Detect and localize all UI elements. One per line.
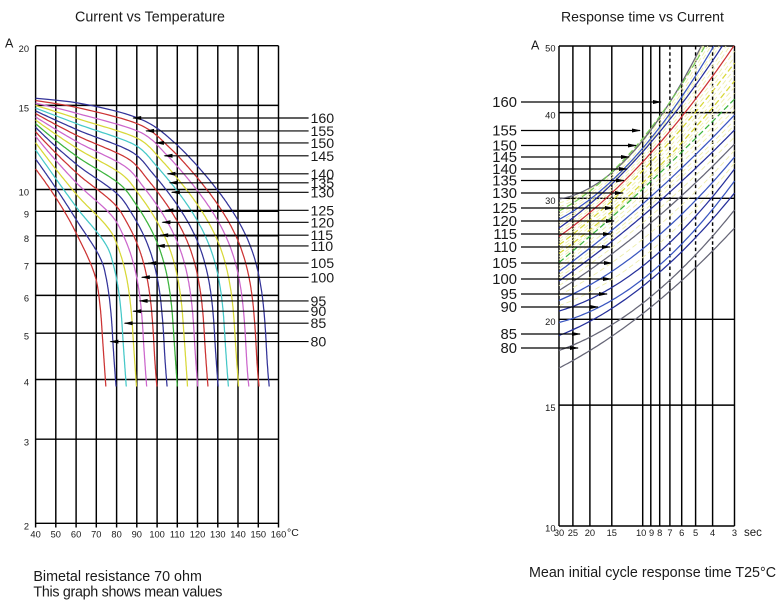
svg-text:70: 70: [91, 530, 101, 540]
svg-text:50: 50: [545, 44, 555, 54]
svg-text:8: 8: [24, 234, 29, 244]
svg-text:145: 145: [311, 149, 335, 165]
svg-text:110: 110: [493, 240, 517, 256]
svg-text:120: 120: [492, 214, 517, 230]
svg-text:25: 25: [568, 528, 578, 538]
svg-text:15: 15: [545, 403, 555, 413]
svg-text:160: 160: [271, 530, 287, 540]
svg-text:9: 9: [649, 528, 654, 538]
svg-text:40: 40: [30, 530, 40, 540]
svg-text:155: 155: [311, 124, 335, 140]
svg-text:140: 140: [492, 162, 517, 178]
svg-text:85: 85: [501, 327, 517, 343]
svg-text:Current vs Temperature: Current vs Temperature: [75, 10, 225, 26]
svg-text:10: 10: [545, 524, 555, 534]
svg-text:8: 8: [657, 528, 662, 538]
svg-text:85: 85: [311, 316, 327, 332]
svg-text:150: 150: [492, 139, 517, 155]
svg-text:Mean initial cycle response ti: Mean initial cycle response time T25°C: [529, 565, 776, 581]
svg-text:130: 130: [210, 530, 226, 540]
svg-text:80: 80: [311, 335, 327, 351]
svg-text:105: 105: [492, 256, 517, 272]
svg-text:80: 80: [501, 341, 517, 357]
svg-text:130: 130: [492, 186, 517, 202]
svg-text:80: 80: [111, 530, 121, 540]
svg-text:7: 7: [667, 528, 672, 538]
svg-text:150: 150: [311, 136, 335, 152]
svg-text:135: 135: [311, 176, 335, 192]
svg-text:15: 15: [19, 104, 29, 114]
svg-text:100: 100: [492, 272, 517, 288]
svg-text:120: 120: [311, 215, 335, 231]
svg-text:110: 110: [170, 530, 185, 540]
svg-text:3: 3: [24, 437, 29, 447]
svg-text:7: 7: [24, 262, 29, 272]
svg-text:90: 90: [132, 530, 142, 540]
svg-text:100: 100: [311, 270, 335, 286]
svg-text:155: 155: [492, 124, 517, 140]
svg-text:sec: sec: [744, 527, 762, 539]
svg-text:°C: °C: [287, 527, 299, 539]
svg-text:115: 115: [311, 228, 334, 244]
svg-text:140: 140: [311, 167, 335, 183]
svg-text:10: 10: [19, 188, 29, 198]
svg-text:10: 10: [636, 528, 646, 538]
svg-text:Bimetal resistance 70 ohm: Bimetal resistance 70 ohm: [33, 569, 201, 585]
svg-text:125: 125: [311, 203, 335, 219]
svg-text:20: 20: [585, 528, 595, 538]
svg-text:This graph shows mean values: This graph shows mean values: [33, 585, 222, 601]
svg-text:6: 6: [679, 528, 684, 538]
svg-text:6: 6: [24, 294, 29, 304]
svg-text:4: 4: [24, 378, 29, 388]
svg-text:A: A: [5, 37, 14, 51]
svg-text:120: 120: [190, 530, 206, 540]
svg-text:160: 160: [492, 95, 517, 111]
svg-text:30: 30: [554, 528, 564, 538]
svg-text:5: 5: [24, 331, 29, 341]
svg-text:95: 95: [311, 294, 327, 310]
svg-text:105: 105: [311, 256, 335, 272]
svg-text:5: 5: [693, 528, 698, 538]
svg-text:130: 130: [311, 185, 335, 201]
svg-text:140: 140: [230, 530, 246, 540]
svg-text:2: 2: [24, 522, 29, 532]
svg-text:20: 20: [19, 44, 29, 54]
svg-text:60: 60: [71, 530, 81, 540]
svg-text:20: 20: [545, 317, 555, 327]
svg-text:3: 3: [732, 528, 737, 538]
svg-text:40: 40: [545, 110, 555, 120]
svg-text:100: 100: [149, 530, 165, 540]
svg-text:110: 110: [311, 239, 334, 255]
svg-text:9: 9: [24, 210, 29, 220]
svg-text:115: 115: [493, 227, 517, 243]
svg-text:4: 4: [710, 528, 715, 538]
svg-text:145: 145: [492, 150, 517, 166]
svg-text:90: 90: [501, 300, 517, 316]
svg-text:30: 30: [545, 196, 555, 206]
svg-text:90: 90: [311, 304, 327, 320]
svg-text:A: A: [531, 39, 540, 53]
svg-text:15: 15: [607, 528, 617, 538]
svg-text:95: 95: [501, 287, 517, 303]
svg-text:125: 125: [492, 201, 517, 217]
svg-text:160: 160: [311, 111, 335, 127]
svg-text:150: 150: [251, 530, 267, 540]
svg-text:50: 50: [51, 530, 61, 540]
svg-text:Response time vs Current: Response time vs Current: [561, 9, 724, 25]
svg-text:135: 135: [492, 174, 517, 190]
